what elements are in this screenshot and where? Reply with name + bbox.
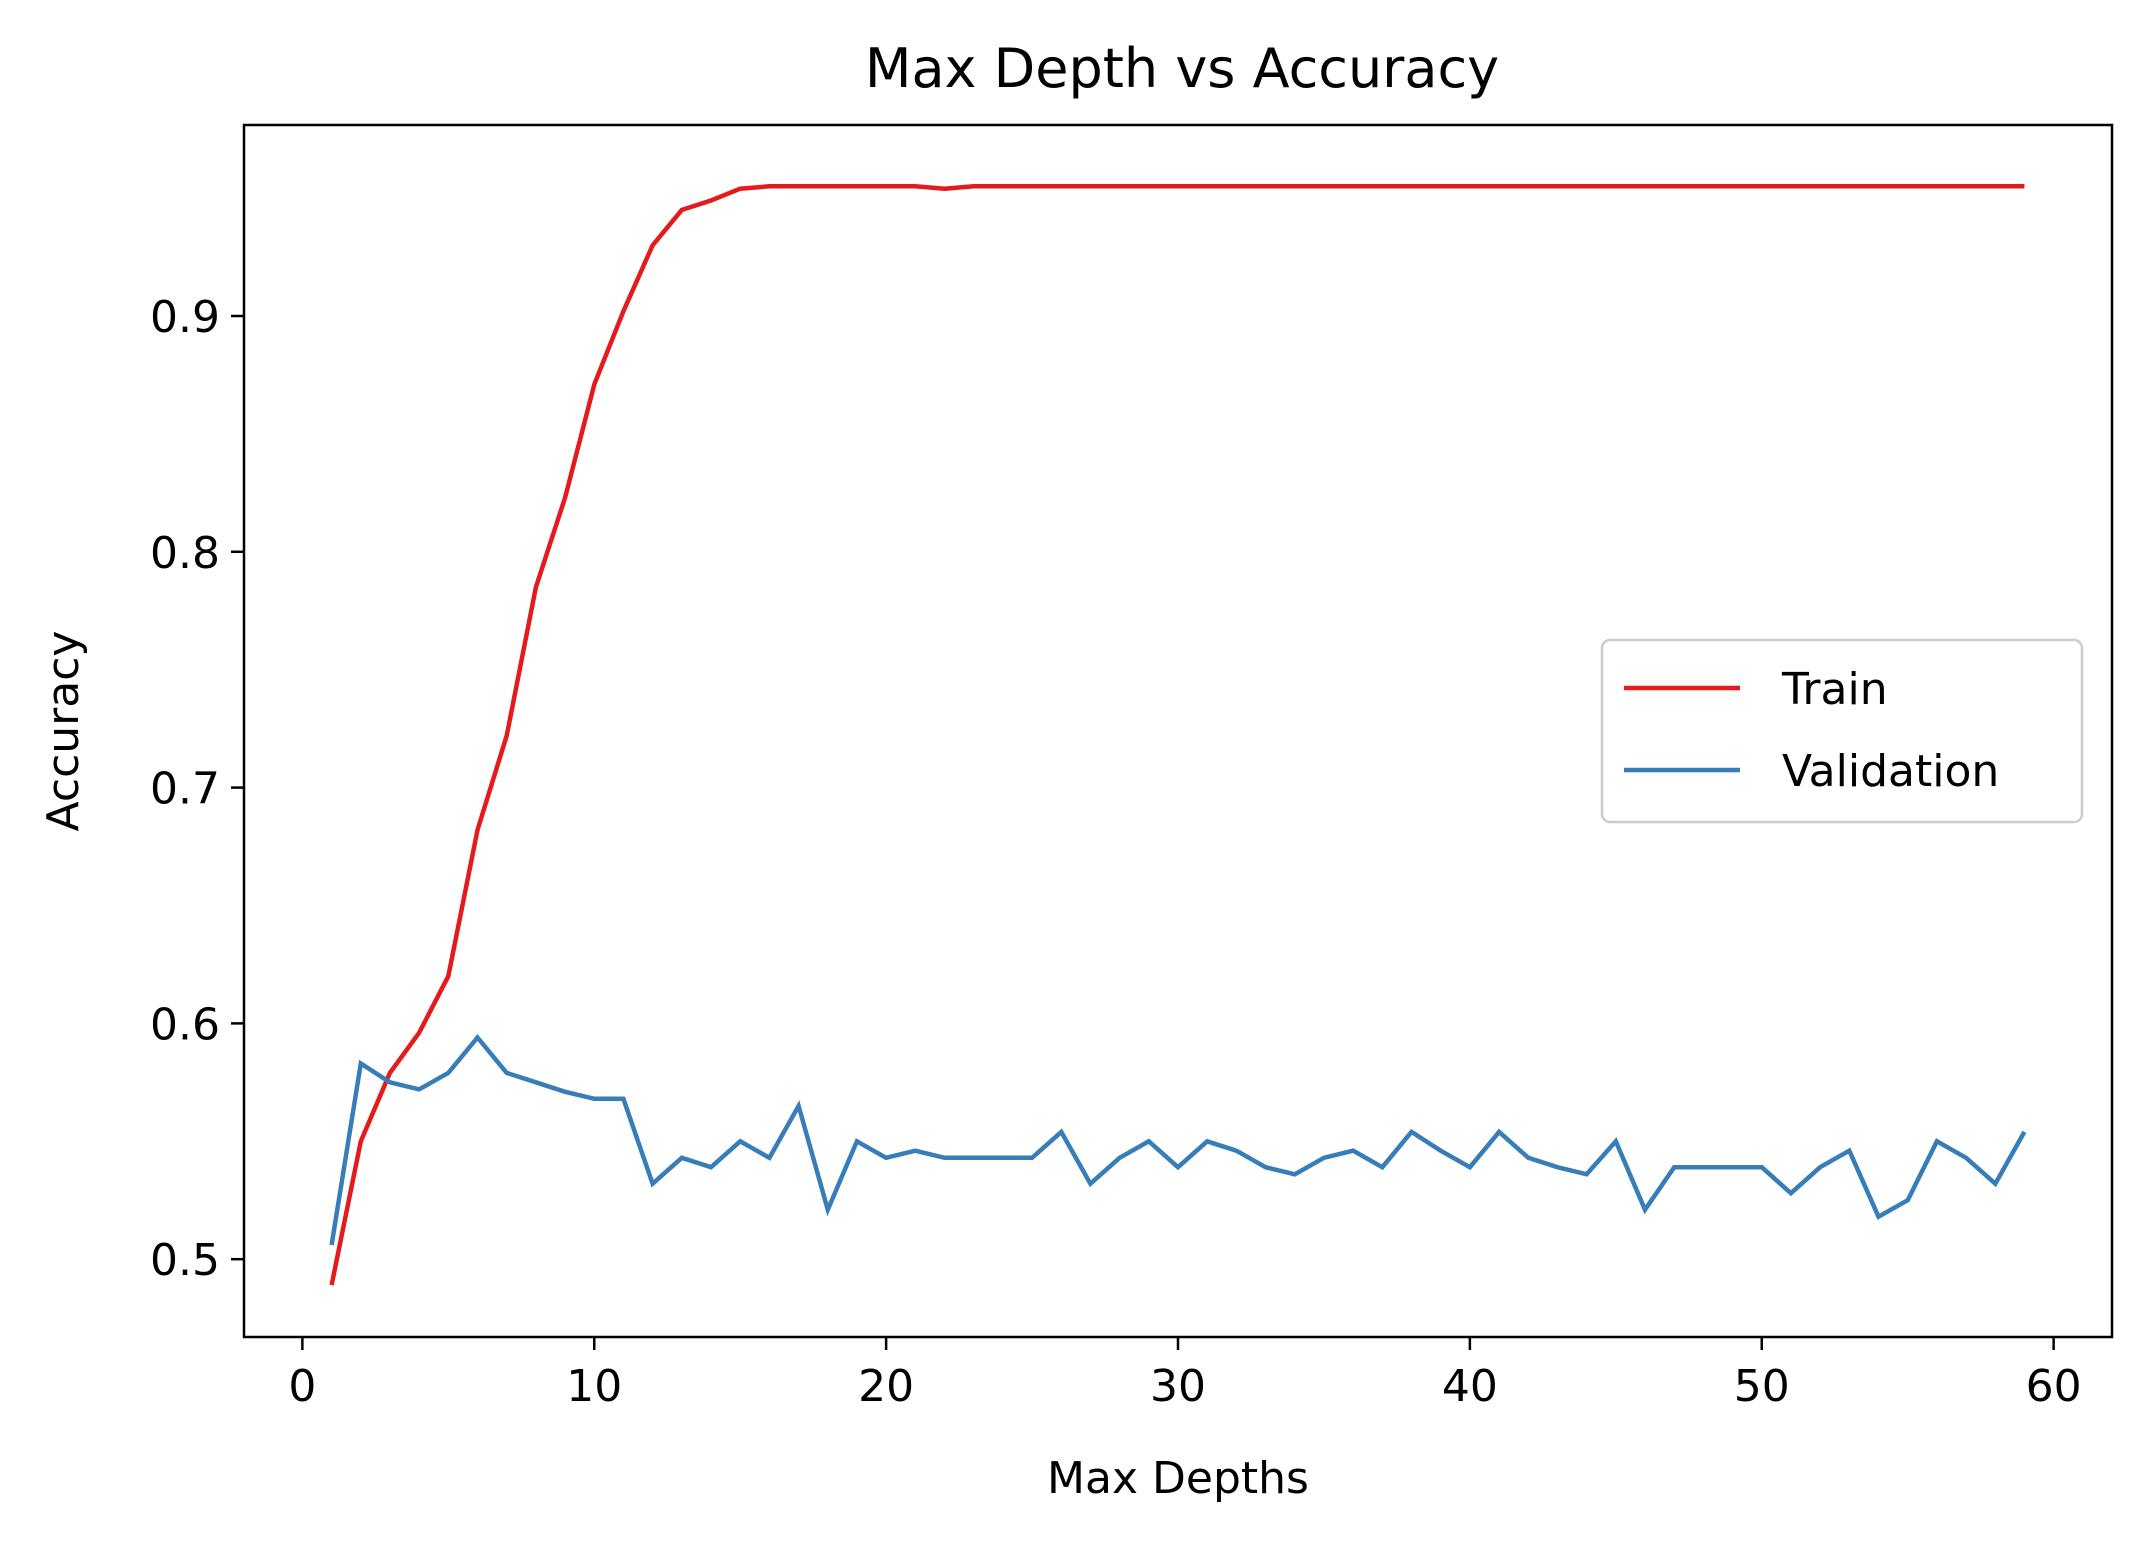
legend: Train Validation	[1600, 638, 2084, 824]
series-line-validation	[329, 1033, 2027, 1246]
legend-box	[1600, 638, 2084, 824]
x-tick-label: 0	[288, 1361, 316, 1412]
y-tick-label: 0.6	[150, 999, 220, 1050]
x-tick-label: 50	[1734, 1361, 1790, 1412]
y-tick-label: 0.7	[150, 764, 220, 815]
x-tick-label: 40	[1442, 1361, 1498, 1412]
chart-title: Max Depth vs Accuracy	[865, 37, 1499, 100]
x-tick-label: 30	[1150, 1361, 1206, 1412]
series-layer	[329, 184, 2027, 1286]
legend-label-validation: Validation	[1782, 746, 1999, 797]
y-axis-label: Accuracy	[38, 631, 89, 832]
x-axis: 0 10 20 30 40 50 60	[288, 1337, 2082, 1412]
x-axis-label: Max Depths	[1047, 1453, 1309, 1504]
y-axis: 0.5 0.6 0.7 0.8 0.9	[150, 292, 244, 1286]
x-tick-label: 20	[858, 1361, 914, 1412]
series-line-train	[329, 184, 2025, 1286]
y-tick-label: 0.8	[150, 528, 220, 579]
x-tick-label: 60	[2026, 1361, 2082, 1412]
legend-label-train: Train	[1781, 664, 1888, 715]
y-tick-label: 0.5	[150, 1235, 220, 1286]
y-tick-label: 0.9	[150, 292, 220, 343]
x-tick-label: 10	[566, 1361, 622, 1412]
